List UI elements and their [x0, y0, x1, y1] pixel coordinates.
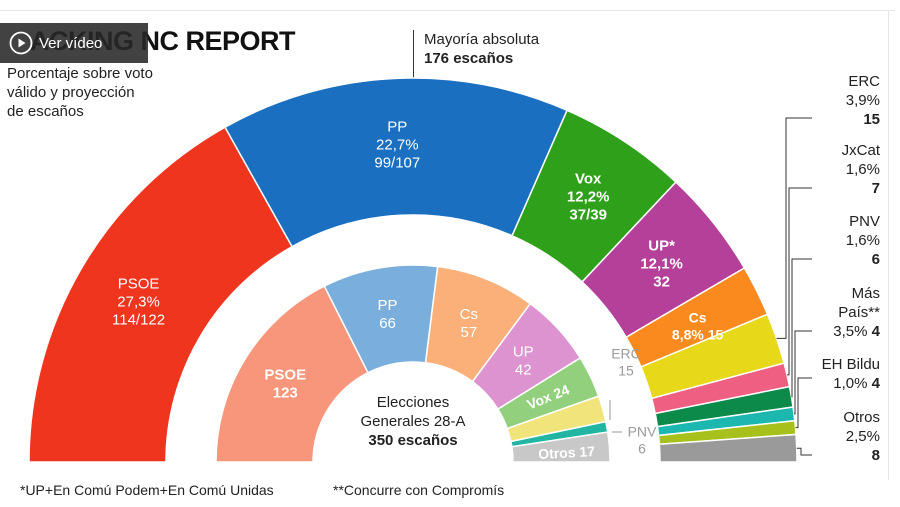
result-label-otros: Otros 17 [538, 443, 596, 462]
right-label-name: PNV [849, 213, 880, 230]
result-label-pnv: PNV 6 [628, 424, 657, 457]
projection-label-cs: Cs 8,8% 15 [672, 310, 724, 343]
right-label-seats: 15 [863, 111, 880, 128]
projection-label-vox: Vox 12,2% 37/39 [567, 171, 610, 224]
projection-label-psoe: PSOE 27,3% 114/122 [112, 275, 165, 328]
projection-segment-psoe [28, 126, 294, 463]
right-label-eh-bildu: EH Bildu 1,0% 4 [790, 355, 880, 393]
majority-label: Mayoría absoluta [424, 31, 540, 48]
majority-annotation: Mayoría absoluta 176 escaños [424, 30, 539, 68]
right-label-seats: 7 [871, 180, 880, 197]
result-label-erc: ERC 15 [611, 346, 641, 379]
footnote-up: *UP+En Comú Podem+En Comú Unidas [20, 482, 274, 498]
center-line-3: 350 escaños [368, 432, 457, 449]
right-label-name: ERC [848, 73, 880, 90]
chart-subtitle: Porcentaje sobre voto válido y proyecció… [7, 64, 187, 121]
center-line-1: Elecciones [377, 394, 450, 411]
projection-label-pp: PP 22,7% 99/107 [374, 118, 420, 171]
leader-line-pnv [791, 258, 812, 398]
right-label-pct-seats: 3,5% 4 [833, 323, 880, 340]
footnote-mas-pais: **Concurre con Compromís [333, 482, 505, 498]
play-video-label: Ver vídeo [39, 34, 103, 52]
result-label-pp: PP 66 [378, 297, 398, 332]
right-label-name: JxCat [841, 142, 880, 159]
right-label-name: EH Bildu [821, 356, 880, 373]
frame-right-line [888, 10, 889, 480]
leader-line-erc [776, 117, 812, 339]
right-label-pct: 1,6% [845, 232, 880, 249]
leader-line-otros [796, 447, 812, 456]
center-line-2: Generales 28-A [360, 413, 465, 430]
right-label-name: Otros [843, 409, 880, 426]
right-label-seats: 6 [871, 251, 880, 268]
result-segment-psoe [215, 285, 370, 463]
right-label-name: Más [851, 285, 880, 302]
right-label-seats: 8 [871, 447, 880, 464]
right-label-pnv: PNV 1,6% 6 [790, 212, 880, 269]
right-label-pct-seats: 1,0% 4 [833, 375, 880, 392]
play-icon [9, 31, 33, 55]
result-segment-otros [510, 431, 611, 463]
right-label-pct: 2,5% [845, 428, 880, 445]
majority-value: 176 escaños [424, 50, 514, 67]
right-label-pct: 3,9% [845, 92, 880, 109]
subtitle-line: válido y proyección [7, 84, 135, 101]
projection-segment-otros [658, 433, 798, 463]
right-label-pct: 1,6% [845, 161, 880, 178]
majority-marker-line [413, 30, 414, 110]
leader-line-eh-bildu [795, 377, 812, 429]
result-label-cs: Cs 57 [460, 306, 478, 341]
right-label-erc: ERC 3,9% 15 [790, 72, 880, 129]
subtitle-line: de escaños [7, 103, 84, 120]
projection-label-up: UP* 12,1% 32 [640, 238, 683, 291]
result-label-up: UP 42 [513, 343, 534, 378]
right-label-otros: Otros 2,5% 8 [790, 408, 880, 465]
right-label-mas-pais: Más País** 3,5% 4 [790, 284, 880, 341]
result-label-psoe: PSOE 123 [264, 366, 306, 401]
leader-line-m-s-pa-s [793, 330, 812, 415]
frame-top-line [0, 10, 895, 11]
play-video-button[interactable]: Ver vídeo [0, 23, 148, 63]
leader-line-jxcat [786, 187, 812, 376]
subtitle-line: Porcentaje sobre voto [7, 65, 153, 82]
right-label-name: País** [838, 304, 880, 321]
right-label-jxcat: JxCat 1,6% 7 [790, 141, 880, 198]
